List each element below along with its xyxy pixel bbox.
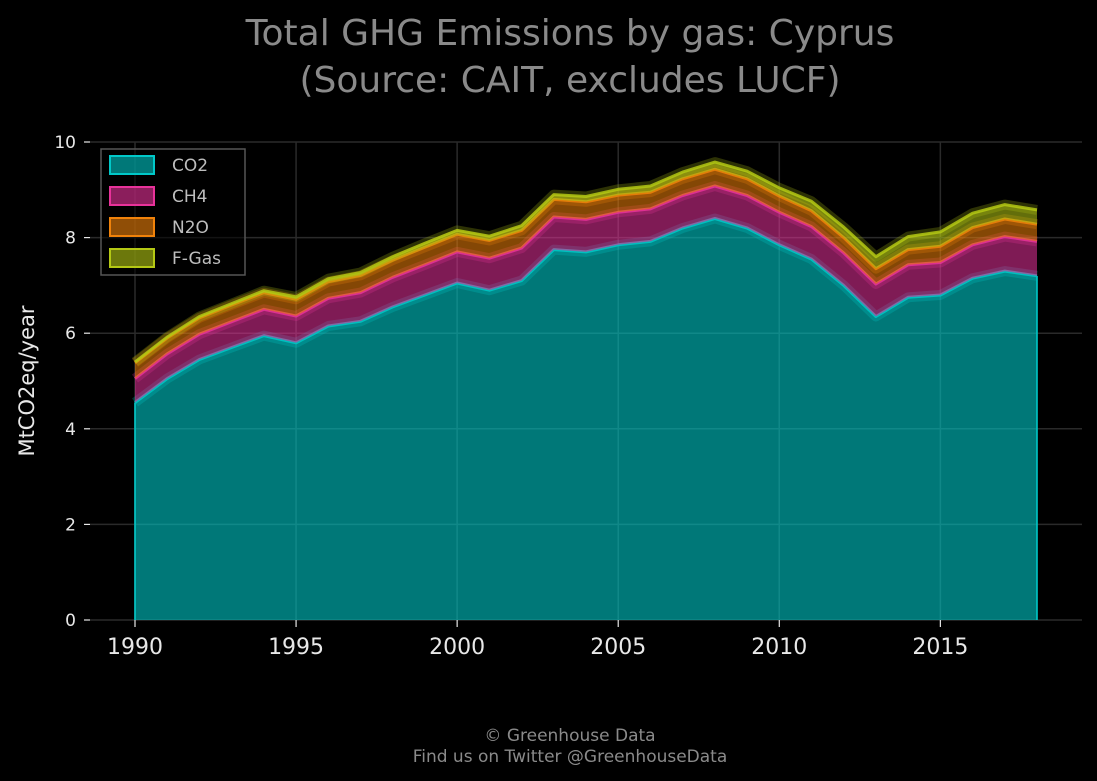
credit-line2: Find us on Twitter @GreenhouseData	[413, 747, 728, 767]
y-tick-label: 4	[65, 420, 76, 440]
axes: 0 2 4 6 8 10 1990 1995 2000 2005 2010 2015	[54, 133, 968, 660]
credit-line1: © Greenhouse Data	[484, 726, 655, 746]
x-tick-label: 2000	[429, 635, 485, 660]
legend: CO2 CH4 N2O F-Gas	[100, 148, 246, 276]
legend-swatch	[109, 155, 155, 175]
legend-label: F-Gas	[172, 249, 221, 269]
y-tick-label: 6	[65, 324, 76, 344]
area-ch4	[135, 186, 1037, 403]
x-tick-label: 1990	[107, 635, 163, 660]
y-tick-label: 0	[65, 611, 76, 631]
stacked-areas	[131, 157, 1038, 620]
legend-label: N2O	[172, 218, 209, 238]
area-n2o	[135, 169, 1037, 379]
chart-title-line1: Total GHG Emissions by gas: Cyprus	[245, 13, 895, 54]
series-line	[134, 160, 1038, 364]
legend-swatch	[109, 248, 155, 268]
legend-swatch	[109, 186, 155, 206]
legend-swatch	[109, 217, 155, 237]
legend-label: CO2	[172, 156, 208, 176]
y-tick-label: 8	[65, 229, 76, 249]
y-tick-label: 10	[54, 133, 76, 153]
legend-label: CH4	[172, 187, 207, 207]
y-tick-label: 2	[65, 515, 76, 535]
x-tick-label: 2010	[751, 635, 807, 660]
x-tick-label: 2015	[912, 635, 968, 660]
x-tick-label: 2005	[590, 635, 646, 660]
x-tick-label: 1995	[268, 635, 324, 660]
y-axis-label: MtCO2eq/year	[15, 305, 39, 456]
area-co2	[135, 218, 1037, 620]
chart-title-line2: (Source: CAIT, excludes LUCF)	[299, 60, 840, 101]
